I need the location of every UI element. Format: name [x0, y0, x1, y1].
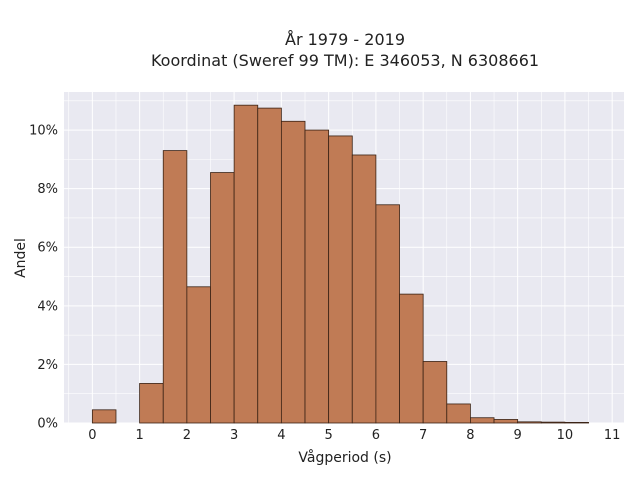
x-tick-label: 2 [183, 428, 191, 443]
histogram-bar [233, 104, 259, 424]
x-tick-labels: 0 1 2 3 4 5 6 7 8 9 10 11 [88, 428, 620, 443]
histogram-bar [540, 421, 566, 424]
x-tick-label: 7 [419, 428, 427, 443]
y-tick-label: 0% [37, 417, 58, 432]
histogram-bar [446, 403, 471, 424]
histogram-bar [470, 417, 495, 424]
histogram-bar [186, 286, 211, 424]
bars-group [91, 104, 589, 424]
x-axis-label: Vågperiod (s) [298, 449, 391, 466]
x-tick-label: 9 [514, 428, 522, 443]
x-tick-label: 0 [88, 428, 96, 443]
histogram-bar [257, 107, 282, 424]
histogram-bar [517, 421, 542, 424]
x-tick-label: 10 [557, 428, 574, 443]
histogram-bar [422, 361, 448, 424]
histogram-bar [162, 150, 188, 424]
y-tick-label: 4% [37, 299, 58, 314]
chart-title-line2: Koordinat (Sweref 99 TM): E 346053, N 63… [151, 51, 539, 70]
histogram-bar [493, 419, 519, 424]
histogram-bar [351, 154, 377, 424]
y-tick-label: 6% [37, 241, 58, 256]
x-tick-label: 6 [372, 428, 380, 443]
histogram-bar [280, 120, 306, 424]
y-tick-label: 2% [37, 358, 58, 373]
y-tick-label: 10% [29, 124, 58, 139]
chart-title-line1: År 1979 - 2019 [285, 30, 405, 49]
x-tick-label: 5 [325, 428, 333, 443]
x-tick-label: 11 [604, 428, 621, 443]
histogram-bar [564, 422, 589, 424]
histogram-bar [375, 204, 400, 424]
histogram-bar [399, 293, 424, 424]
x-tick-label: 3 [230, 428, 238, 443]
x-tick-label: 8 [466, 428, 474, 443]
x-tick-label: 1 [135, 428, 143, 443]
histogram-bar [139, 383, 164, 424]
y-axis-label: Andel [13, 238, 29, 278]
x-tick-label: 4 [277, 428, 285, 443]
histogram-bar [304, 129, 330, 424]
y-tick-label: 8% [37, 182, 58, 197]
histogram-bar [210, 172, 235, 424]
histogram-bar [328, 135, 353, 424]
histogram-bar [91, 409, 117, 424]
y-tick-labels: 0% 2% 4% 6% 8% 10% [29, 124, 58, 432]
